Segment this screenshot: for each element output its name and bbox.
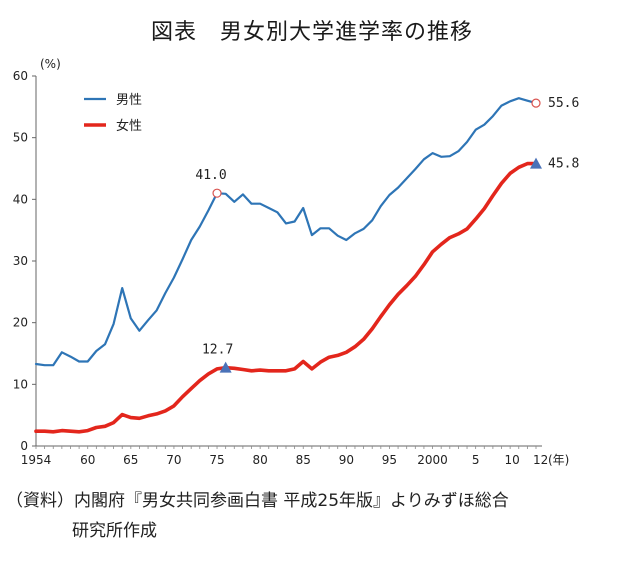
- x-tick-label: 5: [472, 453, 480, 467]
- x-tick-label: 95: [382, 453, 397, 467]
- end-marker-female: [530, 157, 542, 169]
- peak-label-male: 41.0: [195, 168, 226, 183]
- x-tick-label: 12: [533, 453, 548, 467]
- x-tick-label: 60: [80, 453, 95, 467]
- chart-title: 図表 男女別大学進学率の推移: [150, 20, 473, 45]
- source-line-2: 研究所作成: [72, 521, 157, 541]
- y-tick-label: 0: [20, 439, 28, 453]
- y-tick-label: 30: [13, 254, 28, 268]
- peak-label-female: 12.7: [202, 343, 233, 358]
- x-tick-label: 2000: [417, 453, 448, 467]
- y-tick-label: 20: [13, 316, 28, 330]
- x-tick-label: 1954: [21, 453, 52, 467]
- legend-label: 男性: [116, 93, 142, 108]
- x-tick-label: 75: [209, 453, 224, 467]
- series-line-female: [34, 161, 538, 434]
- x-tick-label: 90: [339, 453, 354, 467]
- y-axis-unit: (%): [40, 57, 61, 71]
- x-axis-unit: (年): [548, 453, 569, 467]
- y-tick-label: 60: [13, 69, 28, 83]
- end-marker-male: [531, 98, 541, 108]
- source-line-1: （資料）内閣府『男女共同参画白書 平成25年版』よりみずほ総合: [6, 491, 509, 511]
- end-label-female: 45.8: [548, 157, 579, 172]
- peak-marker-female: [219, 361, 232, 373]
- x-tick-label: 10: [504, 453, 519, 467]
- y-tick-label: 50: [13, 131, 28, 145]
- x-tick-label: 70: [166, 453, 181, 467]
- x-tick-label: 85: [296, 453, 311, 467]
- peak-marker-male: [212, 188, 222, 198]
- line-chart: 0 10 20 30 40 50 60 (%) 1954 60 65 70 75 80 85 90 95 2000…: [13, 57, 580, 467]
- y-tick-label: 10: [13, 377, 28, 391]
- source-note: （資料）内閣府『男女共同参画白書 平成25年版』よりみずほ総合 研究所作成: [6, 486, 509, 546]
- x-tick-label: 80: [252, 453, 267, 467]
- y-tick-label: 40: [13, 192, 28, 206]
- end-label-male: 55.6: [548, 96, 579, 111]
- x-tick-label: 65: [123, 453, 138, 467]
- series-line-male: [34, 97, 538, 367]
- legend-label: 女性: [116, 118, 142, 134]
